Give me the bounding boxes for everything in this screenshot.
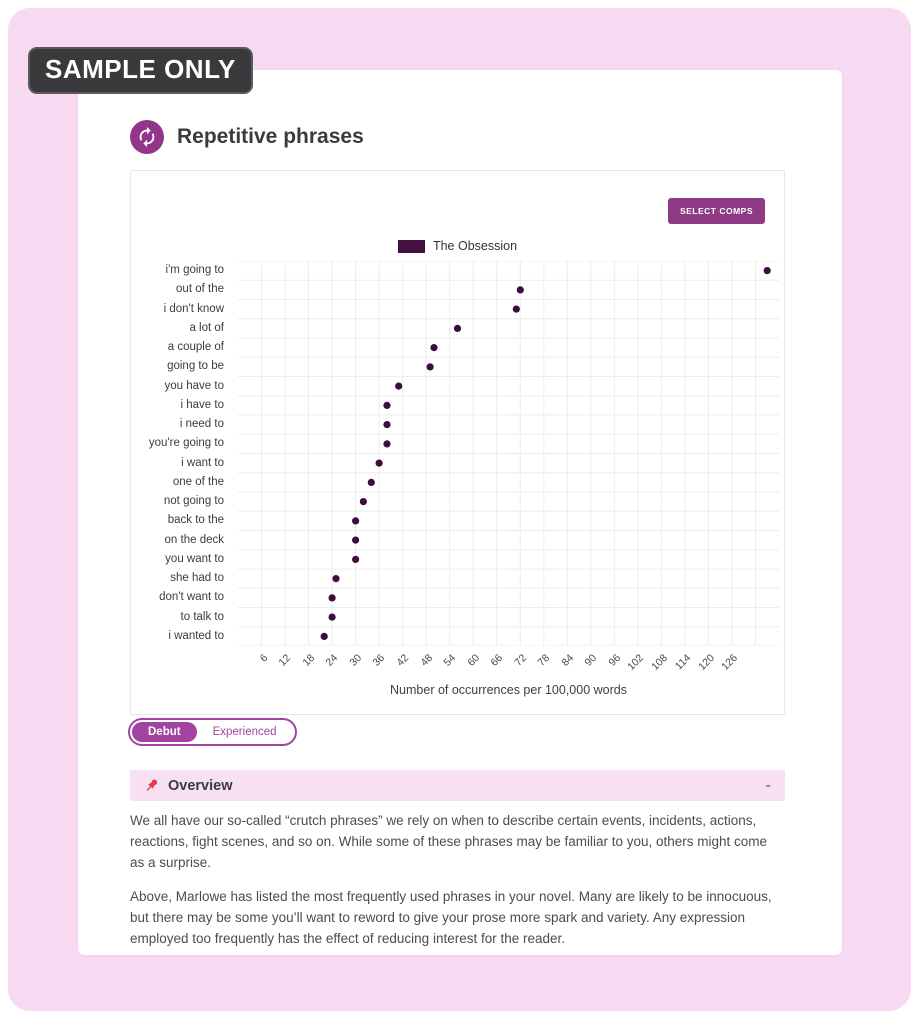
y-axis-label: i have to <box>180 398 224 411</box>
x-tick-label: 66 <box>488 652 506 669</box>
data-point <box>763 267 771 275</box>
x-tick-label: 78 <box>535 652 553 669</box>
data-point <box>383 440 391 448</box>
y-axis-label: not going to <box>163 495 224 507</box>
y-axis-label: i wanted to <box>168 629 224 642</box>
y-axis-label: out of the <box>176 283 224 296</box>
y-axis-label: you're going to <box>148 437 224 450</box>
x-tick-label: 6 <box>257 652 270 665</box>
x-tick-label: 120 <box>696 652 717 673</box>
data-point <box>430 344 438 352</box>
data-point <box>426 363 434 371</box>
report-card: Repetitive phrases SELECT COMPS The Obse… <box>78 70 842 955</box>
data-point <box>352 536 360 544</box>
select-comps-button[interactable]: SELECT COMPS <box>667 198 765 224</box>
data-point <box>375 459 383 467</box>
x-tick-label: 30 <box>347 652 365 669</box>
x-axis-ticks: 6 12 18 24 30 36 42 48 54 60 66 72 78 84 90 96 102 108 114… <box>238 652 779 680</box>
collapse-button[interactable]: - <box>765 776 771 794</box>
page-title: Repetitive phrases <box>177 125 364 148</box>
y-axis-labels: i'm going to out of the i don't know a lot … <box>131 261 231 646</box>
x-tick-label: 90 <box>582 652 600 669</box>
data-point <box>383 401 391 409</box>
x-tick-label: 12 <box>276 652 294 669</box>
overview-text: We all have our so-called “crutch phrase… <box>130 811 782 963</box>
x-tick-label: 84 <box>559 652 576 669</box>
data-point <box>516 286 524 294</box>
y-axis-label: i'm going to <box>165 264 224 276</box>
y-axis-label: on the deck <box>164 533 224 546</box>
plot-area <box>238 260 779 647</box>
data-point <box>395 382 403 390</box>
data-point <box>332 575 340 583</box>
y-axis-label: back to the <box>167 514 224 527</box>
chart-legend: The Obsession <box>131 239 784 253</box>
y-axis-label: i need to <box>179 418 224 430</box>
y-axis-label: i want to <box>181 456 224 469</box>
y-axis-label: i don't know <box>163 302 224 315</box>
y-axis-label: a lot of <box>189 321 224 334</box>
y-axis-label: you want to <box>165 552 224 565</box>
overview-paragraph: We all have our so-called “crutch phrase… <box>130 813 768 870</box>
x-tick-label: 102 <box>625 652 647 673</box>
data-point <box>367 478 375 486</box>
data-point <box>453 324 462 332</box>
x-tick-label: 18 <box>300 652 318 669</box>
x-tick-label: 48 <box>417 652 435 669</box>
chart-panel: SELECT COMPS The Obsession i'm going to o… <box>130 170 785 715</box>
data-point <box>512 305 520 313</box>
legend-label: The Obsession <box>432 239 518 253</box>
y-axis-label: one of the <box>172 475 224 488</box>
y-axis-label: a couple of <box>167 341 224 353</box>
x-tick-label: 108 <box>649 652 670 673</box>
x-axis-title: Number of occurrences per 100,000 words <box>390 683 627 697</box>
overview-title: Overview <box>168 777 233 794</box>
pushpin-icon <box>144 778 159 793</box>
y-axis-label: you have to <box>164 379 224 392</box>
data-point <box>359 498 367 506</box>
dot-plot-svg <box>238 260 779 647</box>
x-tick-label: 96 <box>606 652 623 669</box>
data-point <box>352 555 360 563</box>
data-point <box>328 594 336 602</box>
audience-toggle: Debut Experienced <box>128 718 297 746</box>
legend-item[interactable]: The Obsession <box>397 239 518 253</box>
x-tick-label: 114 <box>673 652 694 673</box>
data-point <box>320 632 328 640</box>
x-tick-label: 36 <box>370 652 388 669</box>
data-point <box>328 613 336 621</box>
report-header: Repetitive phrases <box>130 120 364 154</box>
x-tick-label: 54 <box>441 652 459 669</box>
y-axis-label: going to be <box>167 360 224 373</box>
x-tick-label: 126 <box>719 652 741 673</box>
x-tick-label: 42 <box>394 652 412 669</box>
sample-only-badge: SAMPLE ONLY <box>28 47 253 94</box>
toggle-option-debut[interactable]: Debut <box>132 722 197 742</box>
overview-section-header[interactable]: Overview - <box>130 770 785 801</box>
y-axis-label: to talk to <box>180 610 224 623</box>
x-tick-label: 24 <box>323 652 341 669</box>
y-axis-label: don't want to <box>159 591 224 604</box>
data-point <box>352 517 360 525</box>
repeat-icon <box>130 120 164 154</box>
data-point <box>383 421 391 429</box>
overview-paragraph: Above, Marlowe has listed the most frequ… <box>130 888 772 946</box>
y-axis-label: she had to <box>170 572 224 584</box>
x-tick-label: 72 <box>512 652 529 669</box>
toggle-option-experienced[interactable]: Experienced <box>212 726 277 738</box>
x-tick-label: 60 <box>464 652 482 669</box>
legend-swatch <box>397 239 425 253</box>
